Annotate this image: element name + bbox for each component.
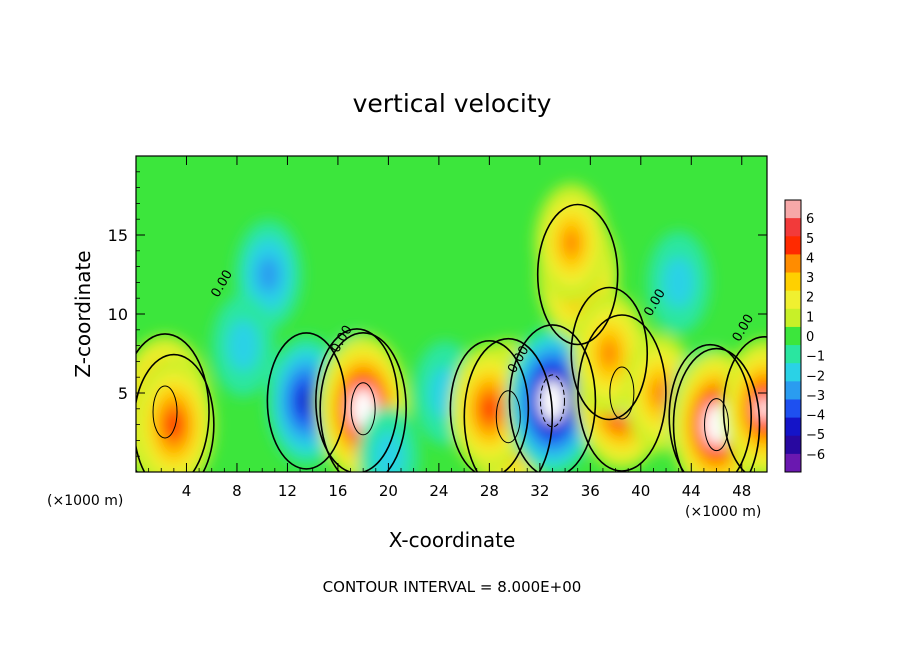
x-tick-label: 28 — [480, 482, 499, 500]
field-level — [562, 228, 581, 258]
field-feature — [449, 344, 529, 472]
field-level — [662, 256, 695, 308]
colorbar: 6 5 4 3 2 1 0 −1 −2 −3 −4 −5 −6 — [784, 199, 825, 473]
field-level — [545, 390, 559, 412]
contour-line — [463, 337, 554, 472]
field-feature — [647, 231, 711, 334]
colorbar-tick-label: −3 — [806, 389, 825, 404]
colorbar-frame — [784, 199, 802, 473]
colorbar-tick-label: 4 — [806, 251, 814, 266]
colorbar-tick-label: −1 — [806, 350, 825, 365]
colorbar-tick-label: −5 — [806, 428, 825, 443]
contour-line-inner — [495, 390, 521, 444]
x-tick-label: 24 — [429, 482, 448, 500]
y-tick-label: 15 — [108, 226, 128, 245]
x-unit-right: (×1000 m) — [685, 504, 761, 520]
chart-title: vertical velocity — [353, 89, 552, 118]
x-tick-label: 40 — [631, 482, 650, 500]
contour-interval-note: CONTOUR INTERVAL = 8.000E+00 — [323, 578, 582, 596]
colorbar-swatch — [785, 417, 801, 437]
contour-line — [266, 332, 347, 470]
field-level — [356, 398, 370, 420]
contour-line-inner — [704, 398, 730, 452]
contour-line — [577, 314, 667, 472]
x-tick-label: 12 — [278, 482, 297, 500]
x-tick-label: 20 — [379, 482, 398, 500]
x-tick-label: 32 — [530, 482, 549, 500]
colorbar-swatch — [785, 453, 801, 473]
field-level — [710, 413, 724, 436]
x-tick-label: 16 — [328, 482, 347, 500]
colorbar-swatch — [785, 326, 801, 346]
colorbar-swatch — [785, 435, 801, 455]
field-feature — [534, 183, 608, 303]
velocity-field — [136, 183, 767, 472]
field-feature — [211, 294, 275, 397]
contour-line — [136, 333, 210, 472]
x-axis: 4 8 12 16 20 24 28 32 36 40 44 48 — [148, 156, 755, 500]
colorbar-tick-label: 2 — [806, 291, 814, 306]
colorbar-tick-label: −4 — [806, 409, 825, 424]
x-tick-label: 8 — [232, 482, 242, 500]
colorbar-tick-label: 6 — [806, 212, 814, 227]
contour-line — [672, 347, 761, 472]
colorbar-swatch — [785, 290, 801, 310]
colorbar-tick-label: 0 — [806, 330, 814, 345]
field-level — [298, 388, 315, 414]
y-tick-label: 5 — [118, 384, 128, 403]
contour-line-inner — [350, 382, 376, 436]
colorbar-tick-label: −6 — [806, 448, 825, 463]
field-level — [599, 338, 619, 369]
field-level — [257, 256, 280, 293]
contour-line — [136, 353, 215, 472]
x-unit-left: (×1000 m) — [47, 493, 123, 509]
x-axis-label: X-coordinate — [389, 528, 516, 552]
contour-line — [668, 343, 752, 472]
contour-line — [536, 203, 619, 346]
y-axis-label: Z-coordinate — [71, 250, 95, 377]
colorbar-tick-label: 3 — [806, 271, 814, 286]
colorbar-tick-label: 1 — [806, 310, 814, 325]
colorbar-swatch — [785, 308, 801, 328]
contour-line-inner — [152, 385, 178, 439]
field-level — [650, 378, 669, 408]
colorbar-tick-label: −2 — [806, 369, 825, 384]
field-feature — [136, 357, 215, 472]
contour-line — [315, 328, 399, 472]
field-level — [373, 431, 404, 472]
plot-area: 0.000.000.000.000.00 4 8 12 16 20 24 28 32 36 40 4… — [108, 155, 768, 500]
field-level — [481, 395, 498, 422]
contour-line — [570, 286, 649, 421]
contour-line — [508, 324, 597, 472]
contour-line-inner — [539, 374, 565, 428]
colorbar-swatch — [785, 272, 801, 292]
contour-line — [319, 332, 407, 472]
colorbar-swatch — [785, 363, 801, 382]
contour-line-inner — [609, 366, 635, 420]
colorbar-swatch — [785, 254, 801, 274]
x-tick-label: 44 — [682, 482, 701, 500]
x-tick-label: 48 — [732, 482, 751, 500]
y-tick-label: 10 — [108, 305, 128, 324]
contour-line — [722, 336, 767, 472]
colorbar-swatch — [785, 399, 801, 419]
field-level — [165, 411, 183, 438]
field-level — [227, 320, 259, 372]
colorbar-swatch — [785, 236, 801, 255]
colorbar-tick-label: 5 — [806, 232, 814, 247]
colorbar-swatch — [785, 345, 801, 364]
colorbar-swatch — [785, 218, 801, 237]
x-tick-label: 4 — [182, 482, 192, 500]
y-axis: 5 10 15 — [108, 171, 767, 457]
x-tick-label: 36 — [581, 482, 600, 500]
contour-line — [449, 340, 530, 472]
colorbar-swatch — [785, 381, 801, 400]
colorbar-swatch — [785, 200, 801, 219]
